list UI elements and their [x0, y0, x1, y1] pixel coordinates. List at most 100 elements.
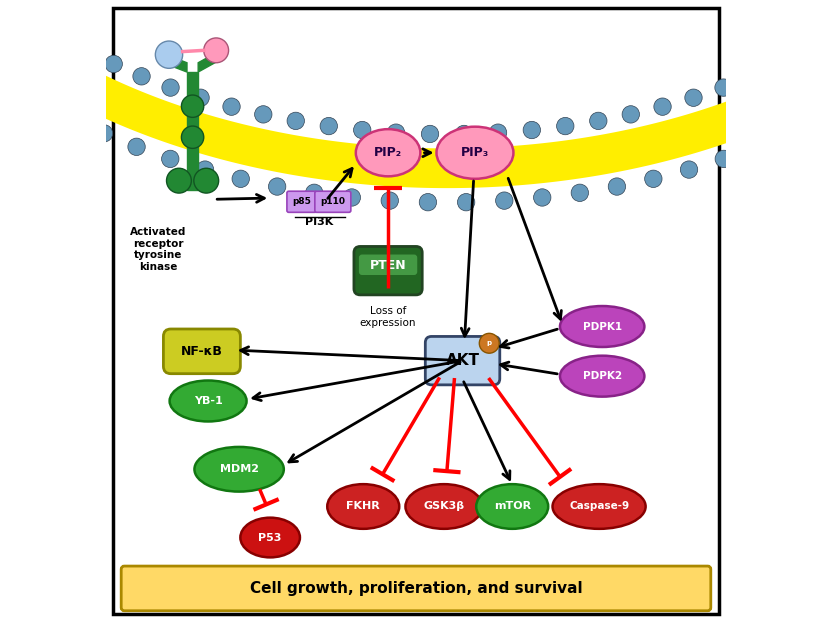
- Circle shape: [681, 161, 698, 179]
- Text: AKT: AKT: [446, 353, 479, 368]
- Text: PTEN: PTEN: [369, 259, 406, 272]
- Circle shape: [749, 138, 766, 156]
- Text: Cell growth, proliferation, and survival: Cell growth, proliferation, and survival: [250, 581, 582, 596]
- Text: p: p: [487, 340, 492, 346]
- Text: YB-1: YB-1: [194, 396, 222, 406]
- Circle shape: [381, 192, 399, 210]
- Circle shape: [156, 41, 183, 68]
- FancyBboxPatch shape: [359, 254, 417, 275]
- Circle shape: [7, 0, 24, 13]
- Text: FKHR: FKHR: [346, 501, 380, 511]
- Circle shape: [196, 161, 214, 179]
- Text: p110: p110: [320, 197, 345, 207]
- Circle shape: [34, 94, 52, 111]
- Circle shape: [192, 89, 210, 106]
- Ellipse shape: [476, 484, 548, 529]
- Ellipse shape: [560, 306, 645, 347]
- Text: P53: P53: [259, 532, 282, 542]
- Circle shape: [194, 169, 219, 193]
- Circle shape: [496, 192, 513, 210]
- Polygon shape: [198, 50, 220, 72]
- Ellipse shape: [356, 129, 420, 176]
- Circle shape: [590, 112, 607, 129]
- Circle shape: [622, 106, 640, 123]
- Circle shape: [64, 110, 82, 128]
- Text: Caspase-9: Caspase-9: [569, 501, 629, 511]
- Circle shape: [533, 189, 551, 206]
- Circle shape: [162, 79, 179, 96]
- Circle shape: [654, 98, 671, 115]
- Circle shape: [269, 178, 286, 195]
- Circle shape: [204, 38, 229, 63]
- Ellipse shape: [240, 518, 300, 557]
- Ellipse shape: [552, 484, 646, 529]
- FancyBboxPatch shape: [121, 566, 711, 611]
- FancyBboxPatch shape: [314, 191, 351, 212]
- Circle shape: [161, 150, 179, 167]
- FancyBboxPatch shape: [425, 337, 500, 385]
- Circle shape: [489, 124, 507, 141]
- Text: Loss of
expression: Loss of expression: [359, 306, 416, 328]
- Circle shape: [343, 189, 360, 206]
- Ellipse shape: [327, 484, 399, 529]
- Circle shape: [781, 124, 799, 142]
- Ellipse shape: [437, 127, 513, 179]
- Circle shape: [388, 124, 404, 141]
- Circle shape: [685, 89, 702, 106]
- Circle shape: [571, 184, 588, 202]
- Circle shape: [181, 126, 204, 149]
- Circle shape: [523, 121, 541, 139]
- Polygon shape: [163, 53, 187, 72]
- FancyBboxPatch shape: [163, 329, 240, 374]
- Circle shape: [96, 124, 112, 142]
- Text: PDPK1: PDPK1: [582, 322, 622, 332]
- Circle shape: [479, 333, 499, 353]
- Text: mTOR: mTOR: [493, 501, 531, 511]
- Circle shape: [320, 118, 338, 135]
- Polygon shape: [0, 0, 832, 188]
- Circle shape: [223, 98, 240, 115]
- Circle shape: [645, 170, 662, 187]
- Text: p85: p85: [292, 197, 311, 207]
- Bar: [187, 72, 198, 190]
- Text: NF-κB: NF-κB: [181, 345, 223, 358]
- Ellipse shape: [405, 484, 483, 529]
- Circle shape: [798, 42, 815, 59]
- Circle shape: [305, 184, 323, 202]
- Ellipse shape: [170, 381, 246, 422]
- Circle shape: [128, 138, 146, 156]
- Text: Activated
receptor
tyrosine
kinase: Activated receptor tyrosine kinase: [131, 227, 186, 272]
- Circle shape: [744, 68, 761, 85]
- Circle shape: [455, 125, 473, 142]
- Circle shape: [813, 110, 830, 128]
- Circle shape: [421, 125, 438, 142]
- Ellipse shape: [195, 447, 284, 491]
- Ellipse shape: [560, 356, 645, 397]
- Text: PIP₂: PIP₂: [374, 146, 402, 159]
- FancyBboxPatch shape: [354, 246, 422, 295]
- FancyBboxPatch shape: [287, 191, 317, 212]
- FancyBboxPatch shape: [113, 8, 719, 614]
- Circle shape: [824, 27, 832, 45]
- Circle shape: [105, 55, 122, 73]
- Circle shape: [78, 42, 96, 59]
- Text: MDM2: MDM2: [220, 464, 259, 474]
- Circle shape: [255, 106, 272, 123]
- Circle shape: [166, 169, 191, 193]
- Circle shape: [715, 79, 732, 96]
- Circle shape: [29, 12, 47, 29]
- Text: PIP₃: PIP₃: [461, 146, 489, 159]
- Circle shape: [6, 77, 23, 94]
- Circle shape: [608, 178, 626, 195]
- Text: GSK3β: GSK3β: [423, 501, 464, 511]
- Circle shape: [287, 112, 305, 129]
- Text: PDPK2: PDPK2: [582, 371, 622, 381]
- Circle shape: [557, 118, 574, 135]
- Circle shape: [181, 95, 204, 118]
- Circle shape: [771, 55, 789, 73]
- Circle shape: [458, 193, 475, 211]
- Circle shape: [232, 170, 250, 187]
- Circle shape: [419, 193, 437, 211]
- Circle shape: [715, 150, 732, 167]
- Circle shape: [133, 68, 151, 85]
